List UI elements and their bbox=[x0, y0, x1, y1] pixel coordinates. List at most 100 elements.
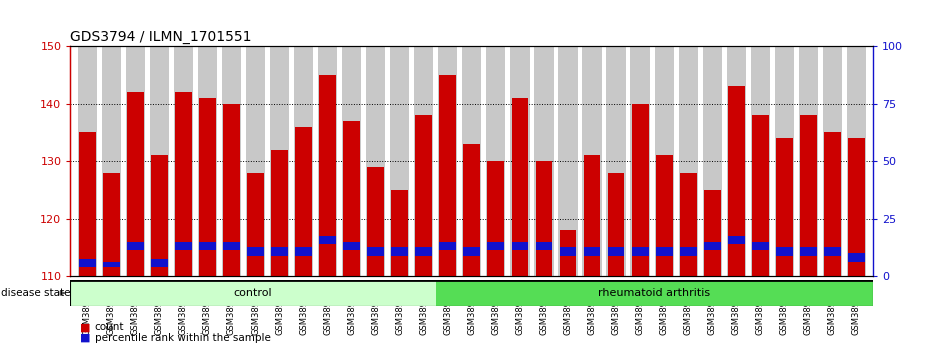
Bar bbox=[367, 167, 384, 276]
Bar bbox=[512, 241, 529, 250]
Text: disease state: disease state bbox=[1, 288, 70, 298]
Bar bbox=[174, 46, 193, 276]
Bar bbox=[704, 190, 720, 276]
Bar bbox=[607, 46, 625, 276]
Bar bbox=[101, 46, 121, 276]
Bar bbox=[847, 46, 866, 276]
Bar bbox=[630, 46, 650, 276]
Bar bbox=[415, 247, 432, 256]
Bar bbox=[534, 46, 554, 276]
Bar bbox=[559, 46, 577, 276]
Bar bbox=[608, 247, 624, 256]
Bar bbox=[560, 230, 577, 276]
Bar bbox=[655, 247, 672, 256]
Bar bbox=[319, 75, 336, 276]
Bar bbox=[247, 247, 264, 256]
Bar bbox=[727, 46, 746, 276]
Bar bbox=[679, 46, 698, 276]
Bar bbox=[318, 46, 337, 276]
Bar bbox=[294, 46, 314, 276]
Bar bbox=[149, 46, 169, 276]
Bar bbox=[247, 172, 264, 276]
Bar bbox=[127, 92, 144, 276]
Bar bbox=[127, 241, 144, 250]
Bar bbox=[728, 236, 745, 245]
Bar bbox=[464, 247, 480, 256]
Bar bbox=[439, 46, 457, 276]
Bar bbox=[655, 155, 672, 276]
Bar bbox=[800, 115, 817, 276]
Bar bbox=[436, 280, 873, 306]
Bar bbox=[199, 241, 216, 250]
Bar bbox=[151, 155, 168, 276]
Bar bbox=[632, 247, 649, 256]
Bar bbox=[824, 247, 840, 256]
Bar bbox=[390, 46, 409, 276]
Bar bbox=[702, 46, 722, 276]
Text: count: count bbox=[95, 322, 124, 332]
Bar bbox=[271, 247, 288, 256]
Bar bbox=[560, 247, 577, 256]
Bar bbox=[776, 138, 793, 276]
Bar bbox=[728, 86, 745, 276]
Bar bbox=[582, 46, 602, 276]
Bar bbox=[78, 46, 97, 276]
Bar bbox=[439, 75, 456, 276]
Text: control: control bbox=[234, 288, 272, 298]
Bar bbox=[126, 46, 145, 276]
Bar bbox=[510, 46, 530, 276]
Bar bbox=[750, 46, 770, 276]
Bar bbox=[823, 46, 842, 276]
Bar bbox=[775, 46, 794, 276]
Bar bbox=[584, 155, 600, 276]
Text: GDS3794 / ILMN_1701551: GDS3794 / ILMN_1701551 bbox=[70, 30, 252, 44]
Bar bbox=[344, 241, 360, 250]
Text: ■: ■ bbox=[80, 333, 90, 343]
Bar bbox=[367, 247, 384, 256]
Bar bbox=[824, 132, 840, 276]
Bar bbox=[175, 241, 192, 250]
Bar bbox=[295, 126, 312, 276]
Bar bbox=[175, 92, 192, 276]
Bar bbox=[199, 98, 216, 276]
Bar bbox=[487, 161, 504, 276]
Bar bbox=[342, 46, 362, 276]
Bar bbox=[415, 115, 432, 276]
Bar bbox=[319, 236, 336, 245]
Bar bbox=[414, 46, 434, 276]
Bar bbox=[486, 46, 505, 276]
Bar bbox=[103, 172, 119, 276]
Bar bbox=[704, 241, 720, 250]
Bar bbox=[584, 247, 600, 256]
Bar bbox=[198, 46, 217, 276]
Bar bbox=[776, 247, 793, 256]
Text: rheumatoid arthritis: rheumatoid arthritis bbox=[598, 288, 711, 298]
Bar bbox=[680, 247, 697, 256]
Text: percentile rank within the sample: percentile rank within the sample bbox=[95, 333, 270, 343]
Bar bbox=[223, 103, 239, 276]
Bar bbox=[535, 161, 552, 276]
Bar bbox=[464, 144, 480, 276]
Bar bbox=[512, 98, 529, 276]
Bar bbox=[535, 241, 552, 250]
Bar bbox=[70, 280, 436, 306]
Bar bbox=[271, 149, 288, 276]
Bar bbox=[487, 241, 504, 250]
Bar bbox=[246, 46, 265, 276]
Bar bbox=[79, 259, 96, 268]
Bar bbox=[848, 138, 865, 276]
Bar bbox=[608, 172, 624, 276]
Bar bbox=[680, 172, 697, 276]
Bar bbox=[151, 259, 168, 268]
Bar bbox=[654, 46, 674, 276]
Bar bbox=[848, 253, 865, 262]
Bar bbox=[344, 121, 360, 276]
Bar bbox=[223, 241, 239, 250]
Bar bbox=[222, 46, 241, 276]
Bar bbox=[462, 46, 482, 276]
Bar bbox=[366, 46, 385, 276]
Text: ■: ■ bbox=[80, 322, 90, 332]
Bar bbox=[752, 115, 769, 276]
Bar bbox=[103, 262, 119, 268]
Bar bbox=[799, 46, 818, 276]
